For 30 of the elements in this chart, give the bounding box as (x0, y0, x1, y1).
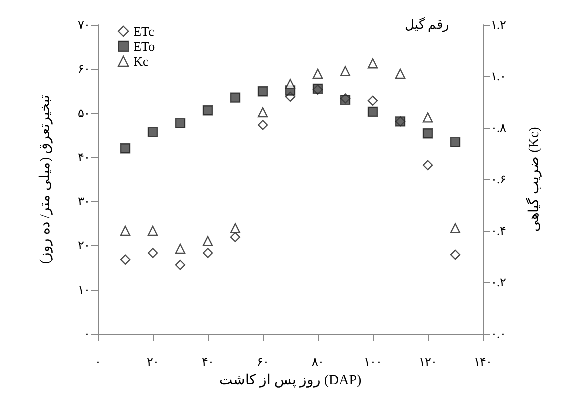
y2-tick-label: ۰.۴ (491, 224, 506, 238)
y2-tick-label: ۰.۰ (491, 327, 506, 341)
x-tick-label: ۱۰۰ (364, 355, 382, 369)
legend-label: ETc (134, 24, 155, 39)
x-tick-label: ۴۰ (202, 355, 214, 369)
y2-axis-title: ضریب گیاهی (Kc) (526, 126, 542, 232)
y-tick-label: ۴۰ (78, 150, 90, 164)
legend-label: ETo (134, 39, 156, 54)
legend-label: Kc (134, 54, 149, 69)
y2-tick-label: ۱.۲ (491, 18, 506, 32)
y-tick-label: ۳۰ (78, 194, 90, 209)
x-tick-label: ۲۰ (147, 355, 159, 369)
x-tick-label: ۱۴۰ (474, 355, 492, 369)
x-tick-label: ۸۰ (312, 355, 324, 369)
y-tick-label: ۰ (84, 327, 90, 341)
y-tick-label: ۱۰ (78, 282, 90, 297)
y-tick-label: ۲۰ (78, 238, 90, 253)
x-tick-label: ۶۰ (257, 355, 269, 369)
y-tick-label: ۵۰ (78, 106, 90, 120)
y2-tick-label: ۰.۲ (491, 276, 506, 290)
x-tick-label: ۱۲۰ (419, 355, 437, 369)
annotation: رقم گیل (404, 17, 449, 33)
x-tick-label: ۰ (95, 355, 101, 369)
y2-tick-label: ۱.۰ (491, 70, 506, 84)
y-axis-title: تبخیرتعرق (میلی متر/ ده روز) (38, 94, 54, 264)
y2-tick-label: ۰.۶ (491, 172, 506, 186)
y2-tick-label: ۰.۸ (491, 121, 507, 135)
y-tick-label: ۷۰ (78, 18, 90, 32)
y-tick-label: ۶۰ (78, 62, 90, 76)
x-axis-title: روز پس از کاشت (DAP) (219, 374, 362, 388)
